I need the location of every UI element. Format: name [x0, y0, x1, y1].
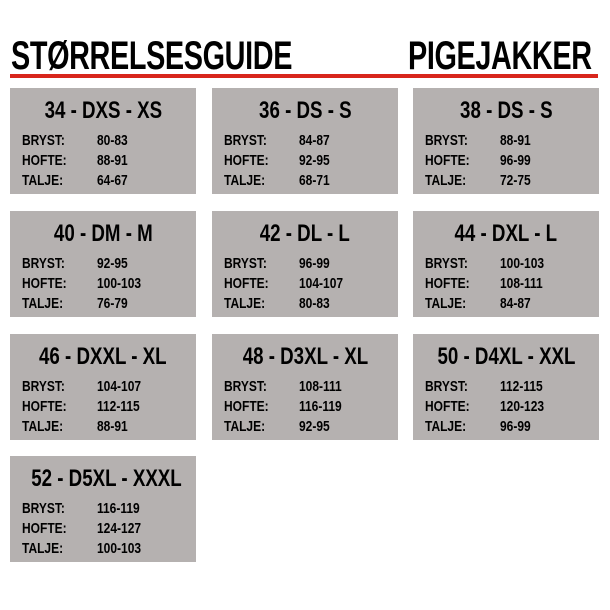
size-heading-text: 44 - DXL - L: [454, 220, 558, 247]
measurement-label: TALJE:: [425, 295, 467, 312]
measurement-value: 108-111: [500, 275, 543, 292]
page-title: STØRRELSESGUIDE: [11, 34, 293, 78]
size-heading-text: 40 - DM - M: [53, 220, 153, 247]
size-card: 52 - D5XL - XXXL BRYST: 116-119 HOFTE: 124-1…: [10, 456, 196, 562]
measurement-label: BRYST:: [224, 378, 267, 395]
size-heading-text: 42 - DL - L: [259, 220, 351, 247]
size-card: 44 - DXL - L BRYST: 100-103 HOFTE: 108-111 TA…: [413, 211, 599, 317]
size-card: 40 - DM - M BRYST: 92-95 HOFTE: 100-103 TALJE…: [10, 211, 196, 317]
measurement-value: 88-91: [500, 132, 531, 149]
measurement-label: HOFTE:: [22, 398, 67, 415]
measurement-value: 112-115: [500, 378, 543, 395]
size-heading: 40 - DM - M: [10, 221, 196, 247]
measurement-label: HOFTE:: [224, 275, 269, 292]
measurement-label: TALJE:: [22, 540, 64, 557]
size-heading: 52 - D5XL - XXXL: [10, 466, 196, 492]
size-heading: 46 - DXXL - XL: [10, 344, 196, 370]
measurement-value: 96-99: [500, 418, 531, 435]
measurement-label: BRYST:: [22, 132, 65, 149]
measurement-label: TALJE:: [22, 418, 64, 435]
measurement-label: HOFTE:: [425, 152, 470, 169]
measurement-value: 68-71: [299, 172, 330, 189]
size-card: 42 - DL - L BRYST: 96-99 HOFTE: 104-107 TALJE…: [212, 211, 398, 317]
measurement-label: HOFTE:: [22, 275, 67, 292]
size-heading-text: 50 - D4XL - XXL: [436, 343, 576, 370]
measurement-label: TALJE:: [224, 172, 266, 189]
measurement-value: 92-95: [299, 418, 330, 435]
measurement-value: 100-103: [97, 275, 142, 292]
size-card: 48 - D3XL - XL BRYST: 108-111 HOFTE: 116-119…: [212, 334, 398, 440]
size-heading: 34 - DXS - XS: [10, 98, 196, 124]
measurement-value: 92-95: [97, 255, 128, 272]
measurement-value: 120-123: [500, 398, 545, 415]
measurement-value: 72-75: [500, 172, 531, 189]
measurement-label: BRYST:: [22, 500, 65, 517]
measurement-value: 116-119: [97, 500, 140, 517]
measurement-label: BRYST:: [22, 255, 65, 272]
category-title: PIGEJAKKER: [408, 34, 592, 78]
measurement-label: HOFTE:: [425, 275, 470, 292]
size-heading: 42 - DL - L: [212, 221, 398, 247]
measurement-label: TALJE:: [224, 418, 266, 435]
size-heading-text: 52 - D5XL - XXXL: [31, 465, 182, 492]
measurement-label: TALJE:: [425, 172, 467, 189]
measurement-label: BRYST:: [425, 132, 468, 149]
measurement-value: 80-83: [97, 132, 128, 149]
measurement-label: HOFTE:: [22, 152, 67, 169]
measurement-value: 116-119: [299, 398, 342, 415]
measurement-label: TALJE:: [22, 295, 64, 312]
size-heading: 44 - DXL - L: [413, 221, 599, 247]
measurement-value: 84-87: [299, 132, 330, 149]
measurement-label: BRYST:: [22, 378, 65, 395]
measurement-value: 88-91: [97, 418, 128, 435]
measurement-value: 80-83: [299, 295, 330, 312]
size-heading: 38 - DS - S: [413, 98, 599, 124]
measurement-value: 96-99: [299, 255, 330, 272]
measurement-label: TALJE:: [22, 172, 64, 189]
measurement-value: 100-103: [97, 540, 142, 557]
size-heading: 50 - D4XL - XXL: [413, 344, 599, 370]
measurement-value: 76-79: [97, 295, 128, 312]
measurement-label: HOFTE:: [425, 398, 470, 415]
size-heading-text: 34 - DXS - XS: [44, 97, 162, 124]
size-card: 38 - DS - S BRYST: 88-91 HOFTE: 96-99 TALJE: 7…: [413, 88, 599, 194]
size-card: 46 - DXXL - XL BRYST: 104-107 HOFTE: 112-115…: [10, 334, 196, 440]
measurement-value: 64-67: [97, 172, 128, 189]
measurement-label: TALJE:: [224, 295, 266, 312]
measurement-value: 124-127: [97, 520, 142, 537]
measurement-label: BRYST:: [224, 132, 267, 149]
size-card: 36 - DS - S BRYST: 84-87 HOFTE: 92-95 TALJE: 6…: [212, 88, 398, 194]
measurement-value: 100-103: [500, 255, 545, 272]
measurement-value: 92-95: [299, 152, 330, 169]
size-card: 50 - D4XL - XXL BRYST: 112-115 HOFTE: 120-12…: [413, 334, 599, 440]
measurement-label: HOFTE:: [224, 152, 269, 169]
size-heading-text: 46 - DXXL - XL: [39, 343, 167, 370]
measurement-value: 96-99: [500, 152, 531, 169]
measurement-label: HOFTE:: [22, 520, 67, 537]
size-heading: 48 - D3XL - XL: [212, 344, 398, 370]
measurement-label: BRYST:: [425, 378, 468, 395]
measurement-value: 104-107: [299, 275, 344, 292]
measurement-value: 84-87: [500, 295, 531, 312]
measurement-label: TALJE:: [425, 418, 467, 435]
header-divider: [10, 74, 598, 78]
measurement-label: BRYST:: [224, 255, 267, 272]
measurement-label: HOFTE:: [224, 398, 269, 415]
measurement-value: 88-91: [97, 152, 128, 169]
measurement-value: 112-115: [97, 398, 140, 415]
measurement-value: 104-107: [97, 378, 142, 395]
measurement-value: 108-111: [299, 378, 342, 395]
size-heading-text: 48 - D3XL - XL: [242, 343, 368, 370]
measurement-label: BRYST:: [425, 255, 468, 272]
size-heading-text: 38 - DS - S: [459, 97, 553, 124]
size-card: 34 - DXS - XS BRYST: 80-83 HOFTE: 88-91 TALJE…: [10, 88, 196, 194]
size-heading-text: 36 - DS - S: [258, 97, 352, 124]
size-heading: 36 - DS - S: [212, 98, 398, 124]
